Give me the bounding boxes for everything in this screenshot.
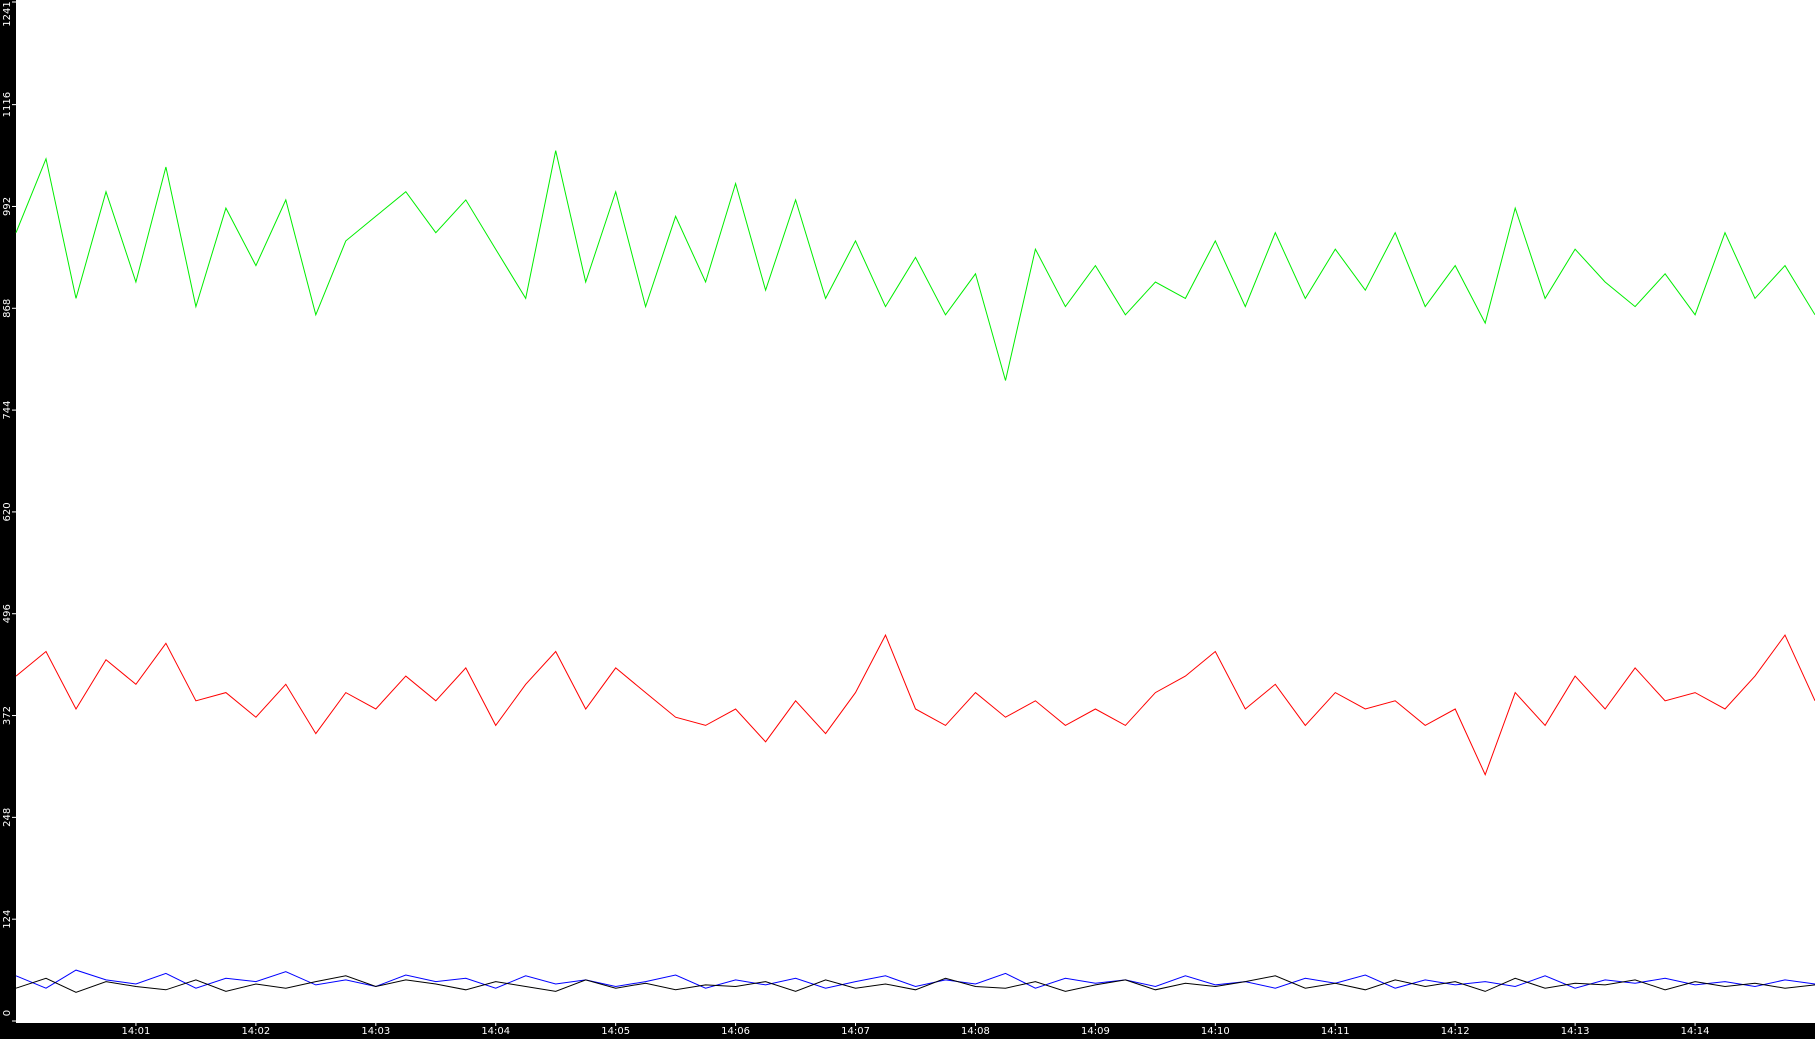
x-tick-label: 14:13	[1561, 1026, 1590, 1037]
y-tick-label: 620	[2, 502, 13, 521]
x-axis-strip	[0, 1023, 1815, 1039]
x-tick-label: 14:03	[361, 1026, 390, 1037]
x-tick-label: 14:05	[601, 1026, 630, 1037]
x-tick-label: 14:04	[481, 1026, 510, 1037]
y-tick-label: 868	[2, 299, 13, 318]
y-tick-label: 124	[2, 910, 13, 929]
y-tick-label: 1241	[2, 1, 13, 26]
y-axis-strip	[0, 0, 16, 1039]
y-tick-label: 992	[2, 197, 13, 216]
x-tick-label: 14:08	[961, 1026, 990, 1037]
y-tick-label: 0	[2, 1010, 13, 1016]
x-tick-label: 14:12	[1441, 1026, 1470, 1037]
x-tick-label: 14:07	[841, 1026, 870, 1037]
series-line	[15, 633, 1815, 777]
x-tick-label: 14:06	[721, 1026, 750, 1037]
x-tick-label: 14:14	[1681, 1026, 1710, 1037]
x-tick-label: 14:11	[1321, 1026, 1350, 1037]
x-tick-label: 14:01	[122, 1026, 151, 1037]
y-tick-label: 1116	[2, 92, 13, 117]
y-tick-label: 496	[2, 604, 13, 623]
x-tick-label: 14:10	[1201, 1026, 1230, 1037]
x-tick-label: 14:09	[1081, 1026, 1110, 1037]
series-line	[15, 969, 1815, 989]
y-tick-label: 248	[2, 808, 13, 827]
y-tick-label: 744	[2, 401, 13, 420]
x-tick-label: 14:02	[241, 1026, 270, 1037]
y-tick-label: 372	[2, 706, 13, 725]
series-line	[15, 975, 1815, 993]
series-line	[15, 150, 1815, 381]
